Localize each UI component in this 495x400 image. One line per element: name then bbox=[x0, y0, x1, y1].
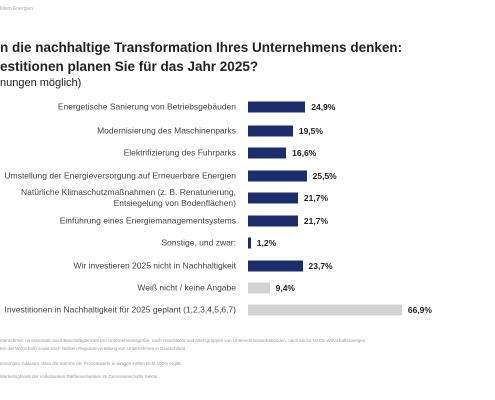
category-label: Natürliche Klimaschutzmaßnahmen (z. B. R… bbox=[21, 187, 236, 208]
value-label: 24,9% bbox=[311, 102, 336, 112]
footnote: ten der Wirtschaft) sowie nach Nielsen-R… bbox=[0, 346, 187, 351]
category-label: Sonstige, und zwar: bbox=[161, 237, 236, 248]
bar bbox=[248, 304, 402, 316]
bar bbox=[248, 101, 306, 113]
footnote: Marketingfonds der Volksbanken Raiffeise… bbox=[0, 374, 159, 379]
chart-title: n die nachhaltige Transformation Ihres U… bbox=[0, 40, 403, 55]
value-label: 25,5% bbox=[312, 171, 337, 181]
category-label: Einführung eines Energiemanagementsystem… bbox=[59, 215, 236, 226]
footnote: nternehmer, repräsentativ nach Beschäfti… bbox=[0, 338, 366, 343]
chart-note: nungen möglich) bbox=[0, 77, 82, 89]
bar bbox=[248, 192, 298, 204]
category-label: Investitionen in Nachhaltigkeit für 2025… bbox=[4, 304, 236, 315]
category-label: Modernisierung des Maschinenparks bbox=[97, 125, 236, 136]
source: ltiken Energien bbox=[0, 6, 34, 12]
bar bbox=[248, 147, 287, 159]
bar bbox=[248, 260, 303, 272]
value-label: 19,5% bbox=[298, 126, 323, 136]
value-label: 66,9% bbox=[407, 305, 432, 315]
bar bbox=[248, 125, 293, 137]
category-label: Weiß nicht / keine Angabe bbox=[137, 282, 236, 293]
bar bbox=[248, 237, 251, 249]
category-label: Elektrifizierung des Fuhrparks bbox=[123, 147, 236, 158]
value-label: 16,6% bbox=[292, 148, 317, 158]
category-label: Energetische Sanierung von Betriebsgebäu… bbox=[57, 101, 236, 112]
footnote: ennungen zulassen, dass die Summe der Pr… bbox=[0, 361, 182, 366]
value-label: 21,7% bbox=[303, 193, 329, 203]
category-label: Umstellung der Energieversorgung auf Ern… bbox=[4, 170, 236, 181]
value-label: 21,7% bbox=[303, 216, 329, 226]
bar bbox=[248, 215, 298, 227]
category-label: Wir investieren 2025 nicht in Nachhaltig… bbox=[73, 260, 236, 271]
chart-subtitle: estitionen planen Sie für das Jahr 2025? bbox=[0, 59, 259, 74]
bar bbox=[248, 282, 270, 294]
bar bbox=[248, 170, 307, 182]
value-label: 9,4% bbox=[275, 283, 295, 293]
value-label: 23,7% bbox=[308, 261, 333, 271]
value-label: 1,2% bbox=[256, 238, 277, 248]
